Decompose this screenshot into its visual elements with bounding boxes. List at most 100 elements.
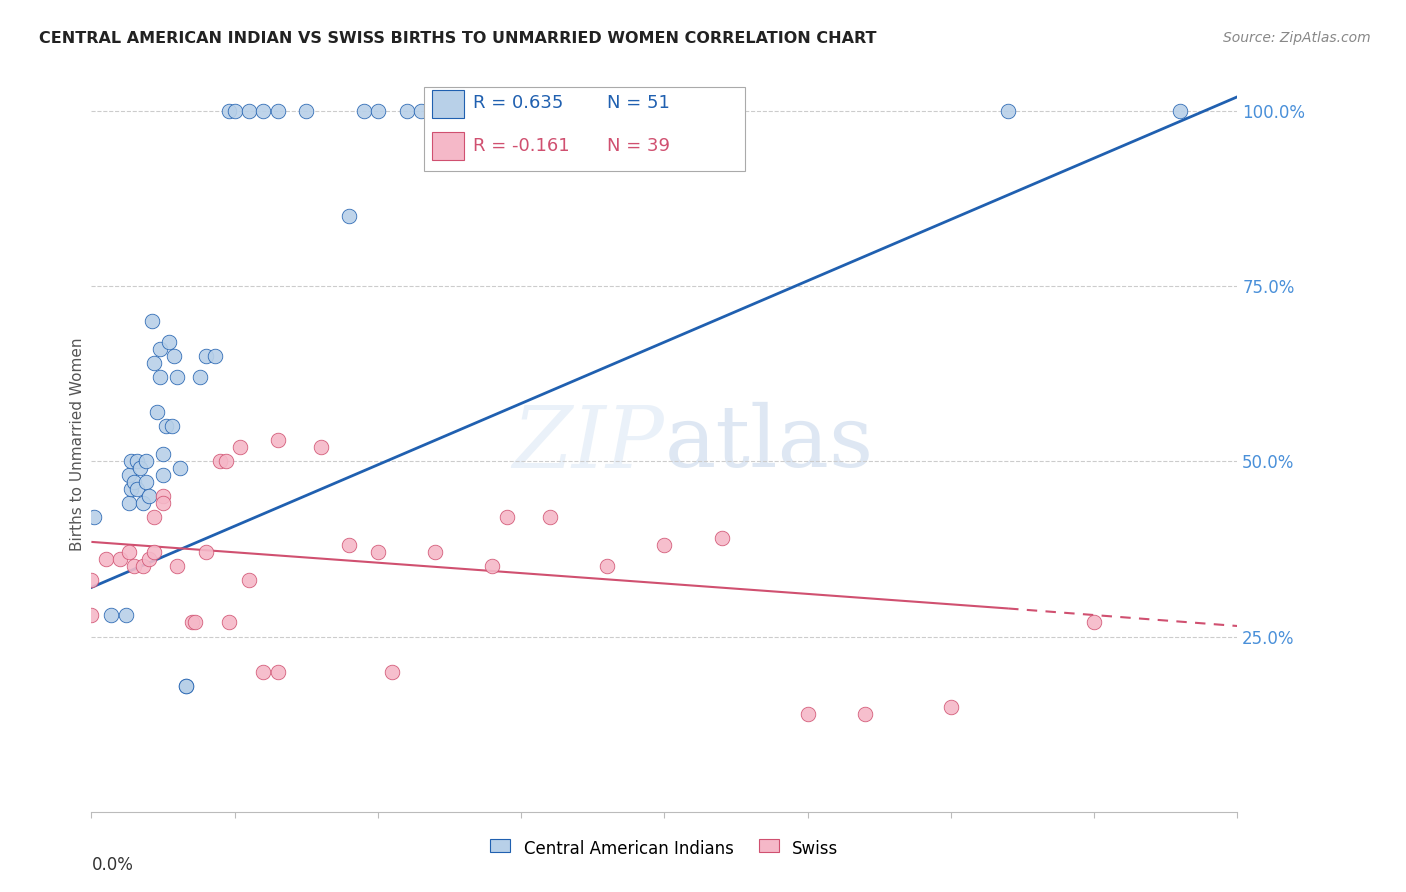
Point	[309, 440, 332, 454]
Point	[353, 103, 375, 118]
Text: R = 0.635: R = 0.635	[472, 95, 564, 112]
Point	[337, 538, 360, 552]
Point	[124, 475, 146, 490]
Point	[114, 608, 136, 623]
Point	[266, 103, 288, 118]
Point	[132, 496, 155, 510]
Point	[135, 454, 157, 468]
Text: atlas: atlas	[664, 402, 873, 485]
Point	[224, 103, 246, 118]
Point	[538, 510, 561, 524]
Point	[367, 545, 389, 559]
Point	[152, 468, 174, 483]
Point	[174, 679, 197, 693]
Point	[166, 559, 188, 574]
Bar	[432, 133, 464, 161]
Point	[100, 608, 122, 623]
Point	[127, 483, 149, 497]
Point	[94, 552, 117, 566]
Point	[481, 103, 503, 118]
Point	[157, 335, 180, 350]
Point	[152, 496, 174, 510]
Text: CENTRAL AMERICAN INDIAN VS SWISS BIRTHS TO UNMARRIED WOMEN CORRELATION CHART: CENTRAL AMERICAN INDIAN VS SWISS BIRTHS …	[39, 31, 877, 46]
Point	[194, 545, 217, 559]
Point	[169, 461, 191, 475]
Point	[194, 349, 217, 363]
FancyBboxPatch shape	[423, 87, 745, 171]
Point	[143, 510, 166, 524]
Point	[596, 559, 619, 574]
Point	[117, 496, 139, 510]
Point	[129, 461, 152, 475]
Point	[423, 545, 446, 559]
Point	[229, 440, 252, 454]
Point	[166, 370, 188, 384]
Point	[252, 665, 274, 679]
Point	[710, 103, 733, 118]
Point	[266, 665, 288, 679]
Point	[108, 552, 131, 566]
Point	[710, 532, 733, 546]
Point	[423, 103, 446, 118]
Text: N = 51: N = 51	[607, 95, 669, 112]
Point	[218, 103, 240, 118]
Point	[174, 679, 197, 693]
Point	[80, 574, 103, 588]
Point	[83, 510, 105, 524]
Point	[117, 468, 139, 483]
Point	[939, 699, 962, 714]
Point	[121, 454, 143, 468]
Point	[188, 370, 211, 384]
Point	[127, 454, 149, 468]
Point	[152, 447, 174, 461]
Point	[209, 454, 232, 468]
Point	[481, 559, 503, 574]
Point	[117, 545, 139, 559]
Point	[295, 103, 318, 118]
Text: R = -0.161: R = -0.161	[472, 136, 569, 155]
Point	[143, 545, 166, 559]
Point	[149, 342, 172, 356]
Point	[381, 665, 404, 679]
Point	[152, 489, 174, 503]
Point	[183, 615, 205, 630]
Point	[652, 538, 675, 552]
Point	[121, 483, 143, 497]
Point	[215, 454, 238, 468]
Point	[367, 103, 389, 118]
Y-axis label: Births to Unmarried Women: Births to Unmarried Women	[70, 337, 84, 550]
Point	[481, 103, 503, 118]
Point	[796, 706, 818, 721]
Point	[252, 103, 274, 118]
Point	[238, 103, 260, 118]
Point	[138, 552, 160, 566]
Point	[409, 103, 432, 118]
Text: Source: ZipAtlas.com: Source: ZipAtlas.com	[1223, 31, 1371, 45]
Point	[180, 615, 202, 630]
Point	[204, 349, 226, 363]
Point	[143, 356, 166, 370]
Bar	[432, 90, 464, 118]
Point	[132, 559, 155, 574]
Point	[495, 103, 517, 118]
Point	[155, 419, 177, 434]
Text: ZIP: ZIP	[512, 402, 664, 485]
Legend: Central American Indians, Swiss: Central American Indians, Swiss	[482, 831, 846, 866]
Point	[149, 370, 172, 384]
Text: N = 39: N = 39	[607, 136, 671, 155]
Point	[337, 209, 360, 223]
Point	[135, 475, 157, 490]
Point	[997, 103, 1019, 118]
Point	[124, 559, 146, 574]
Point	[853, 706, 876, 721]
Point	[266, 434, 288, 448]
Point	[160, 419, 183, 434]
Point	[495, 510, 517, 524]
Point	[238, 574, 260, 588]
Point	[138, 489, 160, 503]
Point	[395, 103, 418, 118]
Point	[146, 405, 169, 419]
Point	[218, 615, 240, 630]
Point	[141, 314, 163, 328]
Point	[163, 349, 186, 363]
